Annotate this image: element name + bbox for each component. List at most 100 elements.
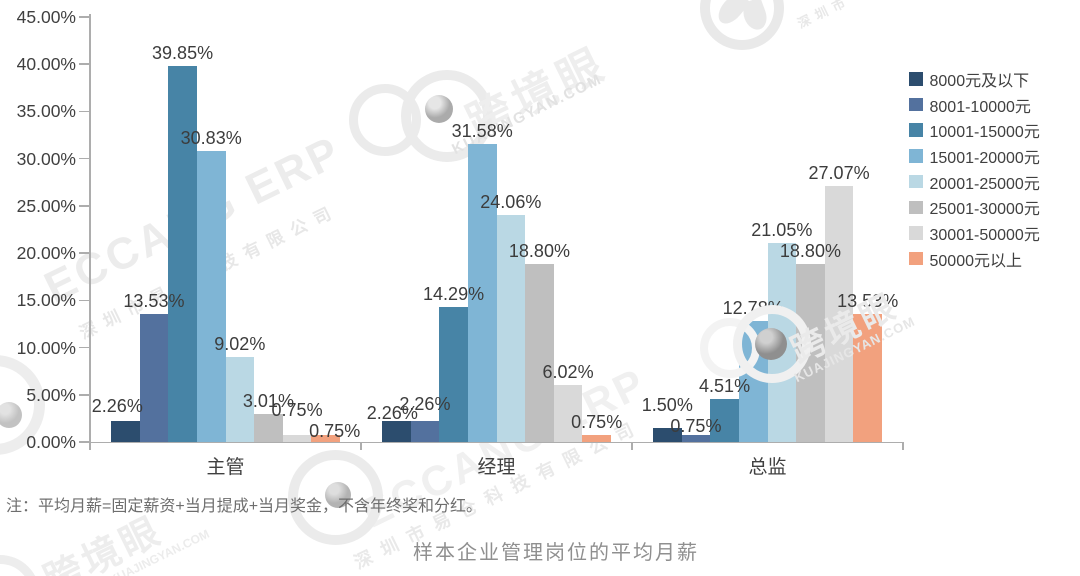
y-tick-label: 5.00% [26,384,76,405]
bar [439,307,468,442]
bar-value-label: 18.80% [508,241,570,262]
legend-swatch [909,174,923,189]
legend-item: 20001-25000元 [909,169,1040,195]
y-tick-label: 40.00% [16,54,76,75]
bar [553,385,583,442]
bar [139,314,169,442]
watermark-eye-icon [755,328,787,360]
bar [225,356,255,442]
bar-value-label: 13.53% [837,291,899,312]
bar-value-label: 3.01% [242,390,294,411]
legend-item: 15001-20000元 [909,143,1040,169]
x-tick [902,442,904,450]
y-tick-label: 30.00% [16,148,76,169]
legend-item: 8000元及以下 [909,66,1040,92]
y-tick [79,16,89,18]
bar [254,413,283,442]
y-tick-label: 25.00% [16,195,76,216]
bar [710,399,739,442]
legend-swatch [909,200,923,215]
bar-value-label: 0.75% [309,420,361,441]
legend-item: 25001-30000元 [909,194,1040,220]
bar-value-label: 18.80% [779,241,841,262]
bar-value-label: 30.83% [180,127,242,148]
watermark-ring-icon [401,70,493,162]
y-tick [79,394,89,396]
legend-swatch [909,226,923,240]
y-tick-label: 10.00% [16,337,76,358]
x-tick [360,442,362,450]
bar [196,150,226,442]
legend-item: 8001-10000元 [909,92,1040,118]
y-tick [79,157,89,160]
watermark-eye-icon [325,482,351,508]
y-tick [79,299,89,302]
y-tick-label: 20.00% [16,243,76,264]
category-label: 经理 [477,457,516,478]
watermark-eye-icon [425,95,453,123]
bar [496,214,526,442]
bar-value-label: 13.53% [123,291,185,312]
bar-value-label: 14.29% [423,284,485,305]
bar-value-label: 2.26% [366,402,418,423]
bar-value-label: 0.75% [271,399,323,420]
bar-value-label: 1.50% [641,394,693,415]
y-tick-label: 35.00% [16,101,76,122]
bar-value-label: 0.75% [571,411,623,432]
bar-value-label: 21.05% [751,220,813,241]
x-axis-line [89,441,904,443]
legend-label: 25001-30000元 [929,201,1040,219]
bar-value-label: 24.06% [480,191,542,212]
y-tick-label: 45.00% [16,7,76,27]
y-tick [79,110,89,113]
bar [582,434,611,442]
bar-value-label: 27.07% [808,163,870,184]
bar [111,420,140,442]
legend-label: 8000元及以下 [929,72,1030,90]
category-label: 主管 [206,457,245,478]
legend-label: 20001-25000元 [929,175,1040,193]
legend-swatch [909,251,923,266]
watermark-ring-icon [700,0,784,50]
bar [681,434,711,442]
bar [853,314,882,442]
watermark-ring-icon [733,305,811,383]
legend-label: 8001-10000元 [929,98,1031,116]
bar [282,434,312,442]
legend-label: 10001-15000元 [929,124,1040,142]
y-tick [79,63,89,65]
legend-item: 50000元以上 [909,246,1040,272]
bar [653,427,682,442]
bar-value-label: 9.02% [214,333,266,354]
chart-note: 注：平均月薪=固定薪资+当月提成+当月奖金，不含年终奖和分红。 [6,498,483,515]
chart-title: 样本企业管理岗位的平均月薪 [413,542,699,564]
legend-item: 30001-50000元 [909,220,1040,246]
x-tick [89,442,91,450]
bar [311,434,340,442]
y-tick [79,441,89,443]
legend-swatch [909,123,923,137]
bar [168,65,197,442]
bar-value-label: 4.51% [699,376,751,397]
category-label: 总监 [748,457,787,478]
bar [410,420,440,442]
x-tick [631,442,633,450]
watermark-ring-icon [288,450,383,545]
bar-value-label: 2.26% [91,395,143,416]
bar-value-label: 31.58% [451,120,513,141]
y-tick [79,346,89,349]
bar [382,420,411,442]
bar [525,264,554,442]
legend-swatch [909,149,923,163]
bar-value-label: 6.02% [542,362,594,383]
legend-swatch [909,97,923,112]
legend-label: 30001-50000元 [929,226,1040,244]
y-tick-label: 0.00% [26,432,76,452]
